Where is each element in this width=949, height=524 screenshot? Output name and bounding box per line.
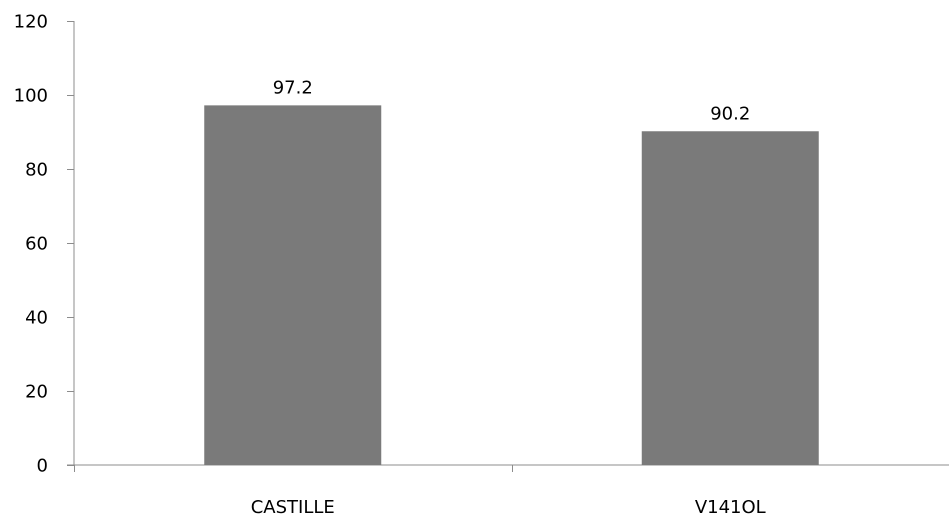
data-label: 90.2 bbox=[710, 103, 750, 124]
x-category-label: V141OL bbox=[695, 497, 766, 518]
bars bbox=[204, 105, 819, 466]
y-tick-label: 60 bbox=[25, 234, 48, 255]
y-tick-label: 80 bbox=[25, 160, 48, 181]
y-tick-label: 20 bbox=[25, 382, 48, 403]
y-tick-label: 40 bbox=[25, 308, 48, 329]
y-tick-label: 100 bbox=[14, 86, 48, 107]
y-tick-label: 120 bbox=[14, 12, 48, 33]
labels: 0 20 40 60 80 100 120 97.2 CASTILLE 90.2 V141OL bbox=[14, 12, 766, 519]
data-label: 97.2 bbox=[273, 77, 313, 98]
y-tick-label: 0 bbox=[37, 456, 48, 477]
bar-v141ol bbox=[641, 131, 819, 465]
bar-castille bbox=[204, 105, 382, 466]
x-category-label: CASTILLE bbox=[251, 497, 335, 518]
